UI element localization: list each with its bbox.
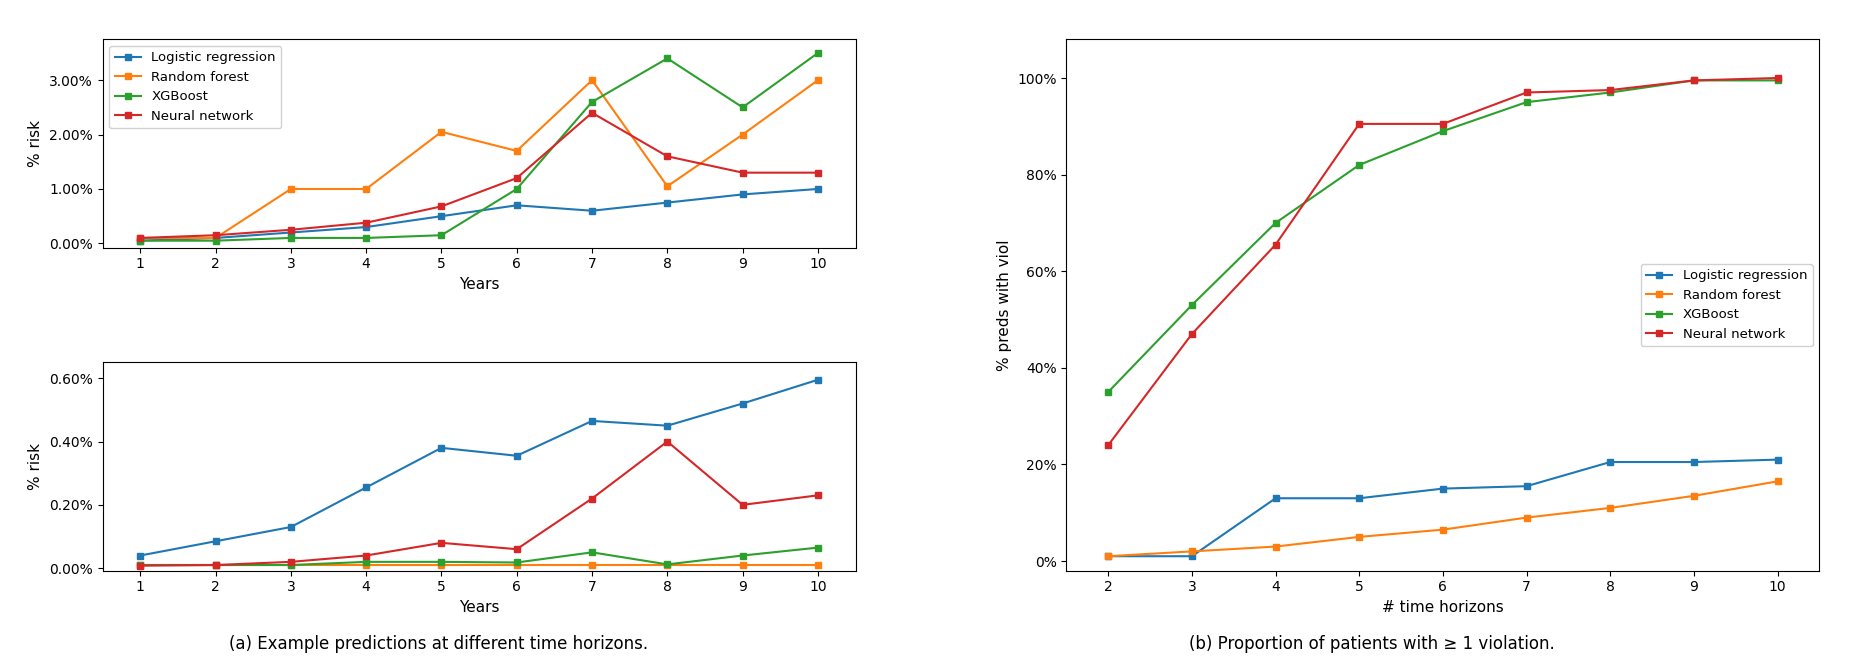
- Random forest: [129, 234, 151, 242]
- Legend: Logistic regression, Random forest, XGBoost, Neural network: Logistic regression, Random forest, XGBo…: [110, 46, 282, 129]
- Random forest: [1347, 533, 1370, 541]
- Line: Neural network: Neural network: [1105, 75, 1780, 449]
- Logistic regression: [1265, 495, 1288, 502]
- Random forest: [806, 76, 829, 84]
- Random forest: [1599, 504, 1622, 512]
- Logistic regression: [1181, 552, 1204, 560]
- Random forest: [1181, 548, 1204, 556]
- XGBoost: [1767, 77, 1789, 85]
- Y-axis label: % risk: % risk: [28, 443, 43, 490]
- Logistic regression: [1097, 552, 1120, 560]
- Logistic regression: [731, 190, 754, 198]
- Random forest: [280, 185, 302, 193]
- Line: XGBoost: XGBoost: [136, 49, 821, 244]
- Neural network: [506, 174, 528, 182]
- XGBoost: [806, 49, 829, 57]
- Random forest: [506, 147, 528, 155]
- Neural network: [1599, 86, 1622, 94]
- Random forest: [355, 185, 377, 193]
- Random forest: [731, 131, 754, 138]
- Line: Random forest: Random forest: [136, 77, 821, 241]
- Logistic regression: [280, 228, 302, 236]
- Neural network: [1683, 77, 1706, 85]
- Neural network: [205, 232, 228, 239]
- X-axis label: Years: Years: [459, 277, 500, 292]
- Neural network: [431, 203, 453, 211]
- Logistic regression: [1347, 495, 1370, 502]
- Neural network: [1097, 441, 1120, 449]
- XGBoost: [1265, 219, 1288, 227]
- Logistic regression: [806, 185, 829, 193]
- Neural network: [1347, 120, 1370, 128]
- Neural network: [1767, 74, 1789, 82]
- Random forest: [580, 76, 603, 84]
- XGBoost: [280, 234, 302, 242]
- Neural network: [129, 234, 151, 242]
- Logistic regression: [431, 213, 453, 220]
- Logistic regression: [657, 199, 679, 207]
- Random forest: [1431, 525, 1454, 533]
- Logistic regression: [580, 207, 603, 215]
- Neural network: [731, 169, 754, 176]
- Neural network: [1431, 120, 1454, 128]
- Random forest: [1097, 552, 1120, 560]
- Y-axis label: % preds with viol: % preds with viol: [996, 239, 1011, 371]
- Y-axis label: % risk: % risk: [28, 120, 43, 167]
- Line: Neural network: Neural network: [136, 110, 821, 241]
- Random forest: [205, 234, 228, 242]
- Neural network: [1181, 330, 1204, 338]
- Logistic regression: [506, 201, 528, 209]
- Random forest: [1515, 514, 1538, 522]
- Random forest: [1767, 478, 1789, 485]
- XGBoost: [205, 237, 228, 245]
- Neural network: [280, 226, 302, 234]
- XGBoost: [1683, 77, 1706, 85]
- Random forest: [1265, 543, 1288, 550]
- Neural network: [580, 109, 603, 117]
- X-axis label: Years: Years: [459, 600, 500, 615]
- Neural network: [355, 218, 377, 226]
- XGBoost: [1431, 127, 1454, 135]
- XGBoost: [1097, 388, 1120, 396]
- XGBoost: [731, 104, 754, 112]
- Legend: Logistic regression, Random forest, XGBoost, Neural network: Logistic regression, Random forest, XGBo…: [1640, 264, 1812, 346]
- Logistic regression: [129, 237, 151, 245]
- Logistic regression: [1599, 458, 1622, 466]
- Line: Logistic regression: Logistic regression: [136, 186, 821, 244]
- XGBoost: [355, 234, 377, 242]
- Text: (a) Example predictions at different time horizons.: (a) Example predictions at different tim…: [230, 636, 648, 653]
- Neural network: [1265, 241, 1288, 249]
- XGBoost: [506, 185, 528, 193]
- Random forest: [431, 128, 453, 136]
- Logistic regression: [1515, 482, 1538, 490]
- XGBoost: [431, 232, 453, 239]
- Line: Logistic regression: Logistic regression: [1105, 456, 1780, 560]
- Text: (b) Proportion of patients with ≥ 1 violation.: (b) Proportion of patients with ≥ 1 viol…: [1189, 636, 1554, 653]
- Random forest: [657, 182, 679, 190]
- Neural network: [806, 169, 829, 176]
- Neural network: [1515, 89, 1538, 96]
- Logistic regression: [355, 223, 377, 231]
- XGBoost: [1599, 89, 1622, 96]
- Line: XGBoost: XGBoost: [1105, 77, 1780, 396]
- XGBoost: [1347, 161, 1370, 169]
- XGBoost: [1515, 98, 1538, 106]
- Random forest: [1683, 492, 1706, 500]
- Logistic regression: [205, 234, 228, 242]
- Logistic regression: [1431, 485, 1454, 493]
- XGBoost: [580, 98, 603, 106]
- XGBoost: [1181, 301, 1204, 309]
- Logistic regression: [1683, 458, 1706, 466]
- X-axis label: # time horizons: # time horizons: [1383, 600, 1504, 615]
- XGBoost: [129, 237, 151, 245]
- Line: Random forest: Random forest: [1105, 478, 1780, 560]
- XGBoost: [657, 54, 679, 62]
- Neural network: [657, 152, 679, 160]
- Logistic regression: [1767, 456, 1789, 464]
